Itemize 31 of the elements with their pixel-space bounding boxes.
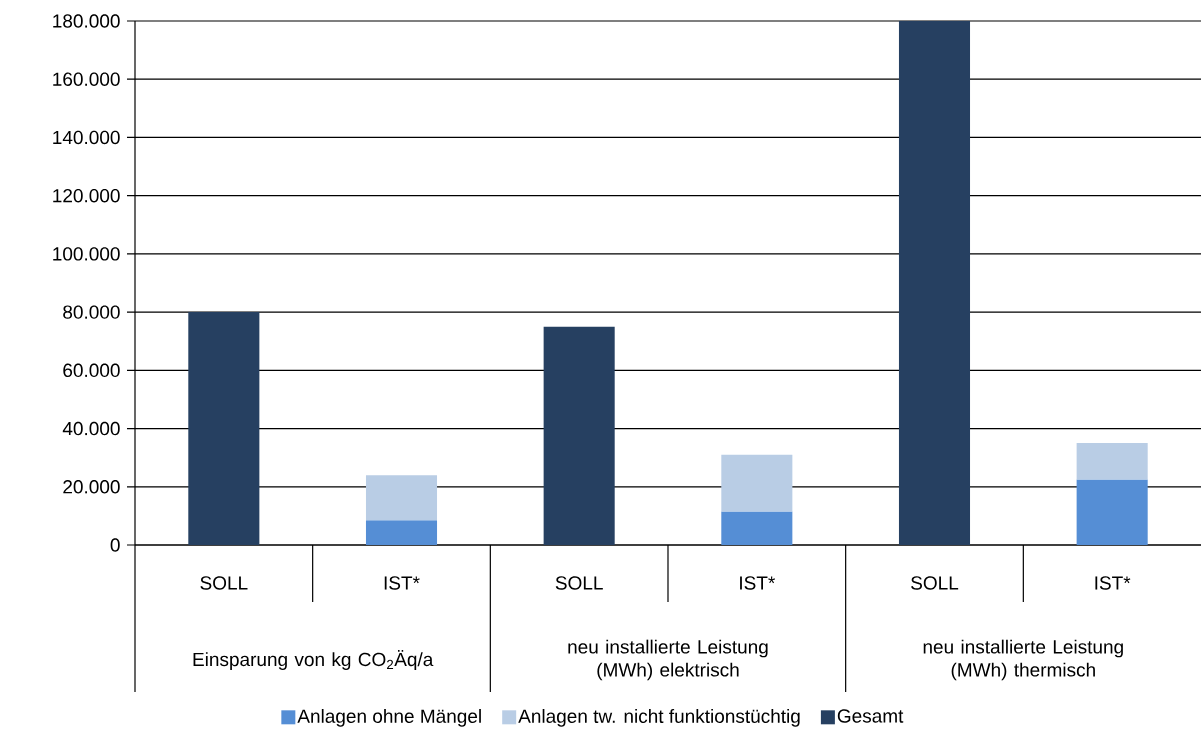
text: neu installierte Leistung (MWh) thermisch bbox=[923, 639, 1123, 681]
bar bbox=[1076, 479, 1148, 545]
y-tick-label: 0 bbox=[110, 538, 120, 552]
y-tick-label: 80.000 bbox=[63, 305, 120, 319]
y-tick-label: 100.000 bbox=[53, 247, 120, 261]
x-tick-label: IST* bbox=[384, 576, 420, 590]
y-tick-label: 60.000 bbox=[63, 363, 120, 378]
text: Einsparung von kg CO$_{2}$Äq/a bbox=[193, 650, 434, 670]
x-tick-label: SOLL bbox=[200, 576, 248, 590]
x-tick-label: SOLL bbox=[555, 576, 603, 590]
bar bbox=[1076, 443, 1148, 480]
bar bbox=[721, 454, 793, 512]
y-tick-label: 180.000 bbox=[53, 14, 120, 28]
y-tick-label: 40.000 bbox=[62, 421, 120, 436]
text: neu installierte Leistung (MWh) elektrisch bbox=[568, 639, 768, 681]
x-tick-label: IST* bbox=[740, 576, 776, 590]
bar bbox=[898, 21, 971, 545]
x-tick-label: IST* bbox=[1095, 576, 1131, 590]
bar bbox=[721, 511, 793, 545]
bar bbox=[543, 326, 615, 545]
bar bbox=[365, 520, 438, 545]
legend-label: Anlagen ohne Mängel bbox=[297, 709, 481, 727]
y-tick-label: 120.000 bbox=[53, 188, 120, 203]
bar bbox=[188, 312, 260, 545]
x-tick-label: SOLL bbox=[911, 576, 959, 590]
y-tick-label: 160.000 bbox=[53, 72, 120, 86]
legend-label: Gesamt bbox=[837, 709, 904, 723]
y-tick-label: 140.000 bbox=[53, 130, 120, 145]
legend-label: Anlagen tw. nicht funktionstüchtig bbox=[518, 709, 800, 727]
bar bbox=[365, 475, 438, 521]
y-tick-label: 20.000 bbox=[63, 480, 120, 494]
